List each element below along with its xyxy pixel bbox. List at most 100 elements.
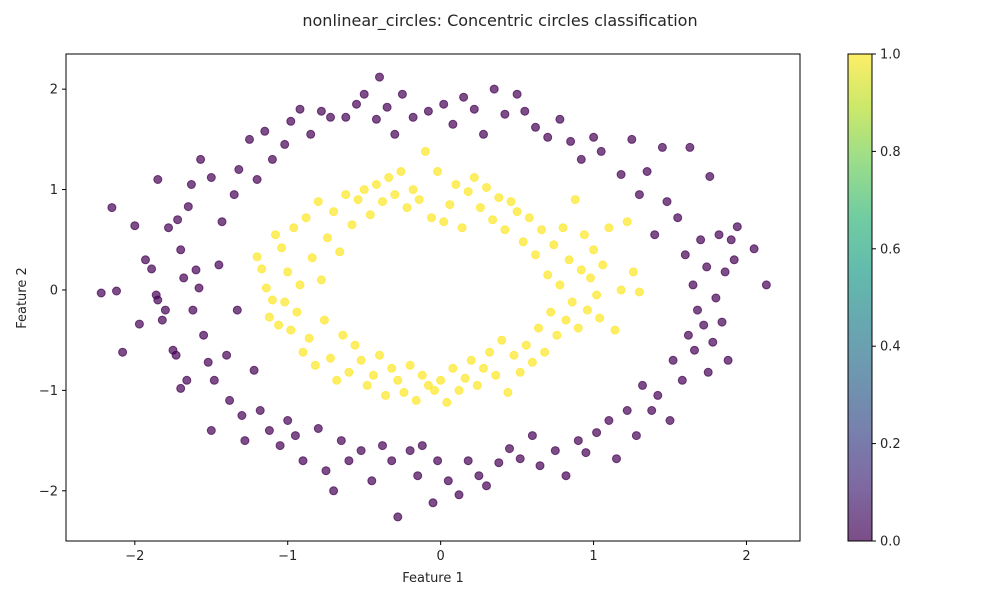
data-point-class-1 — [378, 197, 387, 207]
data-point-class-0 — [255, 406, 265, 415]
data-point-class-0 — [665, 416, 675, 425]
data-point-class-0 — [199, 330, 209, 340]
data-point-class-1 — [257, 264, 267, 274]
data-point-class-1 — [252, 252, 262, 262]
data-point-class-0 — [240, 436, 250, 446]
data-point-class-0 — [543, 132, 553, 142]
data-point-class-0 — [352, 99, 361, 109]
data-point-class-1 — [286, 325, 296, 335]
data-point-class-1 — [460, 373, 470, 383]
data-point-class-0 — [341, 112, 351, 122]
data-point-class-0 — [634, 190, 644, 200]
data-point-class-1 — [427, 213, 436, 223]
data-point-class-1 — [301, 213, 311, 223]
data-point-class-0 — [500, 109, 510, 119]
data-point-class-0 — [183, 202, 193, 212]
data-point-class-0 — [264, 426, 274, 435]
data-point-class-1 — [387, 363, 397, 373]
y-tick-label: 2 — [50, 83, 58, 98]
data-point-class-1 — [534, 323, 543, 333]
data-point-class-0 — [283, 416, 293, 425]
data-point-class-0 — [474, 471, 484, 481]
data-point-class-0 — [141, 255, 150, 265]
data-point-class-1 — [277, 243, 287, 253]
data-point-class-0 — [576, 154, 586, 164]
data-point-class-1 — [274, 320, 284, 330]
data-point-class-1 — [353, 195, 363, 205]
x-tick-label: 1 — [589, 549, 597, 564]
data-point-class-1 — [622, 217, 632, 227]
data-point-class-0 — [469, 104, 479, 114]
y-axis-ticks: −2 −1 0 1 2 — [39, 83, 66, 499]
data-point-class-1 — [555, 280, 565, 290]
data-point-class-0 — [286, 116, 296, 126]
data-point-class-0 — [527, 431, 537, 441]
data-point-class-1 — [579, 230, 589, 240]
data-point-class-0 — [520, 106, 530, 116]
data-point-class-0 — [581, 448, 591, 458]
data-point-class-1 — [408, 185, 418, 195]
data-point-class-0 — [321, 466, 331, 476]
data-point-class-1 — [494, 193, 504, 203]
data-point-class-0 — [683, 330, 693, 340]
data-point-class-0 — [714, 230, 724, 240]
data-point-class-1 — [436, 375, 446, 385]
x-axis-ticks: −2 −1 0 1 2 — [125, 541, 751, 564]
data-point-class-0 — [359, 89, 369, 99]
data-point-class-1 — [543, 270, 553, 280]
data-point-class-0 — [214, 260, 224, 270]
data-point-class-0 — [708, 337, 718, 347]
data-point-class-0 — [494, 458, 504, 468]
data-point-class-0 — [535, 461, 545, 471]
data-point-class-0 — [726, 235, 736, 245]
data-point-class-0 — [589, 132, 599, 142]
data-point-class-0 — [604, 416, 614, 425]
data-point-class-1 — [356, 355, 366, 365]
data-point-class-0 — [147, 264, 157, 274]
data-point-class-0 — [232, 305, 242, 315]
data-point-class-0 — [222, 350, 232, 360]
data-point-class-1 — [384, 173, 394, 182]
data-point-class-1 — [491, 370, 501, 380]
data-point-class-0 — [153, 175, 163, 184]
data-point-class-1 — [329, 207, 339, 217]
data-point-class-1 — [589, 245, 599, 255]
data-point-class-1 — [417, 370, 427, 380]
data-point-class-0 — [699, 320, 709, 330]
data-point-class-1 — [439, 217, 449, 227]
data-point-class-1 — [271, 230, 280, 240]
data-point-class-0 — [107, 203, 117, 213]
data-point-class-0 — [186, 180, 196, 189]
data-point-class-0 — [176, 245, 186, 255]
data-point-class-0 — [112, 286, 121, 296]
data-point-class-1 — [488, 215, 498, 225]
data-point-class-0 — [448, 119, 458, 129]
data-point-class-0 — [723, 355, 733, 365]
data-point-class-1 — [381, 390, 391, 400]
data-point-class-1 — [549, 240, 559, 250]
data-point-class-1 — [323, 233, 332, 243]
data-point-class-0 — [423, 106, 433, 116]
data-point-class-0 — [382, 102, 392, 112]
data-point-class-0 — [693, 305, 702, 315]
data-point-class-1 — [393, 375, 403, 385]
data-point-class-1 — [509, 350, 519, 360]
data-point-class-1 — [558, 223, 568, 233]
data-point-class-1 — [595, 313, 605, 323]
data-point-class-0 — [515, 454, 525, 464]
data-point-class-1 — [451, 180, 461, 189]
data-point-class-1 — [433, 167, 443, 176]
data-point-class-1 — [515, 367, 525, 377]
data-point-class-1 — [402, 203, 412, 213]
data-point-class-0 — [417, 441, 427, 451]
data-point-class-1 — [634, 287, 644, 297]
data-point-class-1 — [546, 307, 556, 317]
data-point-class-1 — [463, 187, 473, 197]
data-point-class-1 — [628, 267, 638, 277]
data-point-class-1 — [316, 275, 326, 285]
data-point-class-1 — [448, 363, 458, 373]
data-point-class-0 — [653, 390, 663, 400]
data-point-class-1 — [335, 247, 345, 257]
data-point-class-0 — [720, 267, 730, 277]
